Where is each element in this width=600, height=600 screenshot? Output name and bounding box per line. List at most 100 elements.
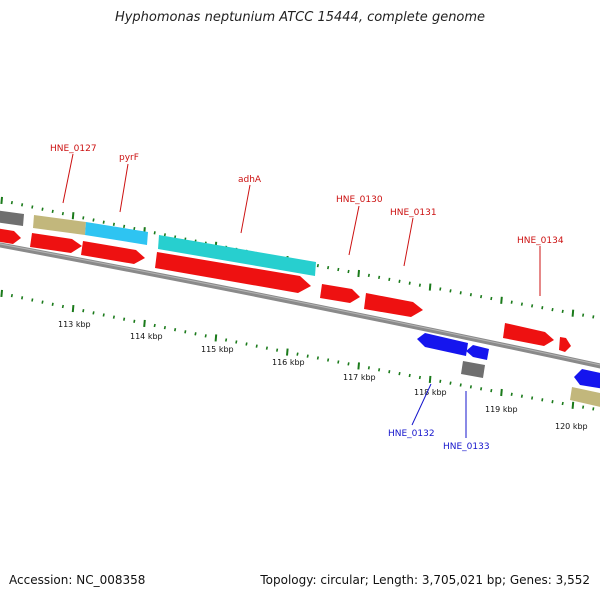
inner-tick [531, 396, 534, 400]
outer-tick [123, 224, 126, 229]
outer-tick [428, 283, 432, 291]
inner-tick [21, 296, 24, 300]
genome-backbone-highlight [0, 243, 600, 366]
gene-label-pyrF[interactable]: pyrF [119, 153, 139, 163]
cds-arrow-small[interactable] [559, 337, 571, 352]
inner-tick [286, 348, 289, 356]
gene-label-HNE_0130[interactable]: HNE_0130 [336, 195, 383, 205]
gene-label-HNE_0134[interactable]: HNE_0134 [517, 236, 564, 246]
outer-tick [316, 263, 319, 268]
reverse-arrow-right-edge[interactable] [574, 369, 600, 389]
cds-arrow-HNE_0132[interactable] [417, 333, 468, 356]
genome-summary-text: Topology: circular; Length: 3,705,021 bp… [260, 573, 590, 587]
inner-tick [163, 325, 166, 330]
cds-arrow-HNE_0131[interactable] [364, 293, 423, 317]
outer-tick [347, 269, 350, 274]
inner-tick [551, 400, 554, 404]
pyrF-feature[interactable] [85, 222, 148, 245]
outer-tick [418, 283, 421, 287]
outer-tick [449, 289, 452, 293]
inner-tick [510, 392, 513, 396]
inner-tick [133, 319, 136, 323]
outer-tick [459, 291, 462, 295]
khaki-feature[interactable] [33, 215, 86, 235]
inner-tick [520, 394, 523, 398]
genome-backbone [0, 242, 600, 369]
outer-tick [367, 273, 370, 278]
inner-tick [428, 375, 432, 383]
inner-tick [143, 319, 146, 327]
outer-tick [61, 211, 64, 216]
cds-arrow-HNE_0133[interactable] [466, 345, 489, 360]
inner-tick [541, 398, 544, 402]
inner-tick [214, 334, 218, 342]
outer-tick [31, 205, 34, 209]
inner-tick [418, 375, 421, 380]
cds-arrow-HNE_0127[interactable] [30, 233, 82, 253]
gene-label-HNE_0131[interactable]: HNE_0131 [390, 208, 437, 218]
tick-label-115: 115 kbp [201, 345, 234, 354]
gray-feature-right[interactable] [461, 361, 485, 378]
gray-feature-left[interactable] [0, 210, 24, 226]
inner-tick [327, 358, 330, 362]
outer-tick [10, 200, 13, 205]
inner-tick [194, 332, 197, 336]
outer-tick [480, 294, 483, 299]
tick-label-118: 118 kbp [414, 388, 447, 397]
inner-tick [378, 368, 381, 372]
gene-label-HNE_0132[interactable]: HNE_0132 [388, 429, 435, 439]
tick-label-114: 114 kbp [130, 332, 163, 341]
khaki-feature-right[interactable] [570, 387, 600, 408]
leader-adhA [240, 184, 251, 234]
cds-arrow-pyrF[interactable] [81, 241, 145, 264]
inner-tick [123, 317, 126, 321]
tick-label-117: 117 kbp [343, 373, 376, 382]
cds-arrow-HNE_0134[interactable] [503, 323, 554, 346]
outer-tick [571, 309, 575, 317]
outer-tick [551, 307, 554, 312]
inner-tick [357, 362, 360, 370]
outer-tick [133, 226, 136, 231]
adhA-feature[interactable] [158, 235, 316, 276]
leader-HNE_0130 [348, 205, 360, 256]
tick-labels: 113 kbp 114 kbp 115 kbp 116 kbp 117 kbp … [58, 320, 588, 431]
outer-tick [51, 209, 54, 214]
inner-tick [469, 385, 472, 389]
cds-arrow-HNE_0130[interactable] [320, 284, 360, 303]
outer-tick [82, 216, 85, 220]
cds-arrow-adhA[interactable] [155, 252, 311, 293]
inner-tick [10, 293, 13, 298]
inner-tick-row [0, 289, 595, 411]
leader-pyrF [119, 163, 129, 213]
inner-tick [153, 323, 156, 328]
outer-tick [439, 287, 442, 291]
inner-tick [449, 381, 452, 385]
inner-tick [592, 407, 595, 411]
inner-tick [71, 305, 75, 313]
inner-tick [204, 334, 207, 338]
inner-tick [235, 340, 238, 344]
inner-tick [102, 313, 105, 317]
outer-tick [0, 196, 3, 204]
cds-arrow-left[interactable] [0, 228, 21, 244]
inner-tick [316, 356, 319, 360]
outer-tick-row [0, 196, 595, 319]
outer-tick [357, 269, 360, 278]
outer-tick [163, 233, 166, 237]
inner-tick [439, 379, 442, 383]
inner-tick [306, 354, 309, 358]
genome-title: Hyphomonas neptunium ATCC 15444, complet… [114, 10, 486, 25]
outer-tick [520, 302, 523, 306]
tick-label-113: 113 kbp [58, 320, 91, 329]
inner-tick [0, 289, 3, 297]
gene-label-HNE_0133[interactable]: HNE_0133 [443, 442, 490, 452]
inner-tick [480, 387, 483, 391]
gene-label-HNE_0127[interactable]: HNE_0127 [50, 144, 97, 154]
inner-tick [255, 344, 258, 348]
outer-tick [490, 296, 493, 301]
gene-label-adhA[interactable]: adhA [238, 175, 262, 185]
tick-label-116: 116 kbp [272, 358, 305, 367]
outer-tick [327, 265, 330, 270]
inner-tick [61, 304, 64, 309]
